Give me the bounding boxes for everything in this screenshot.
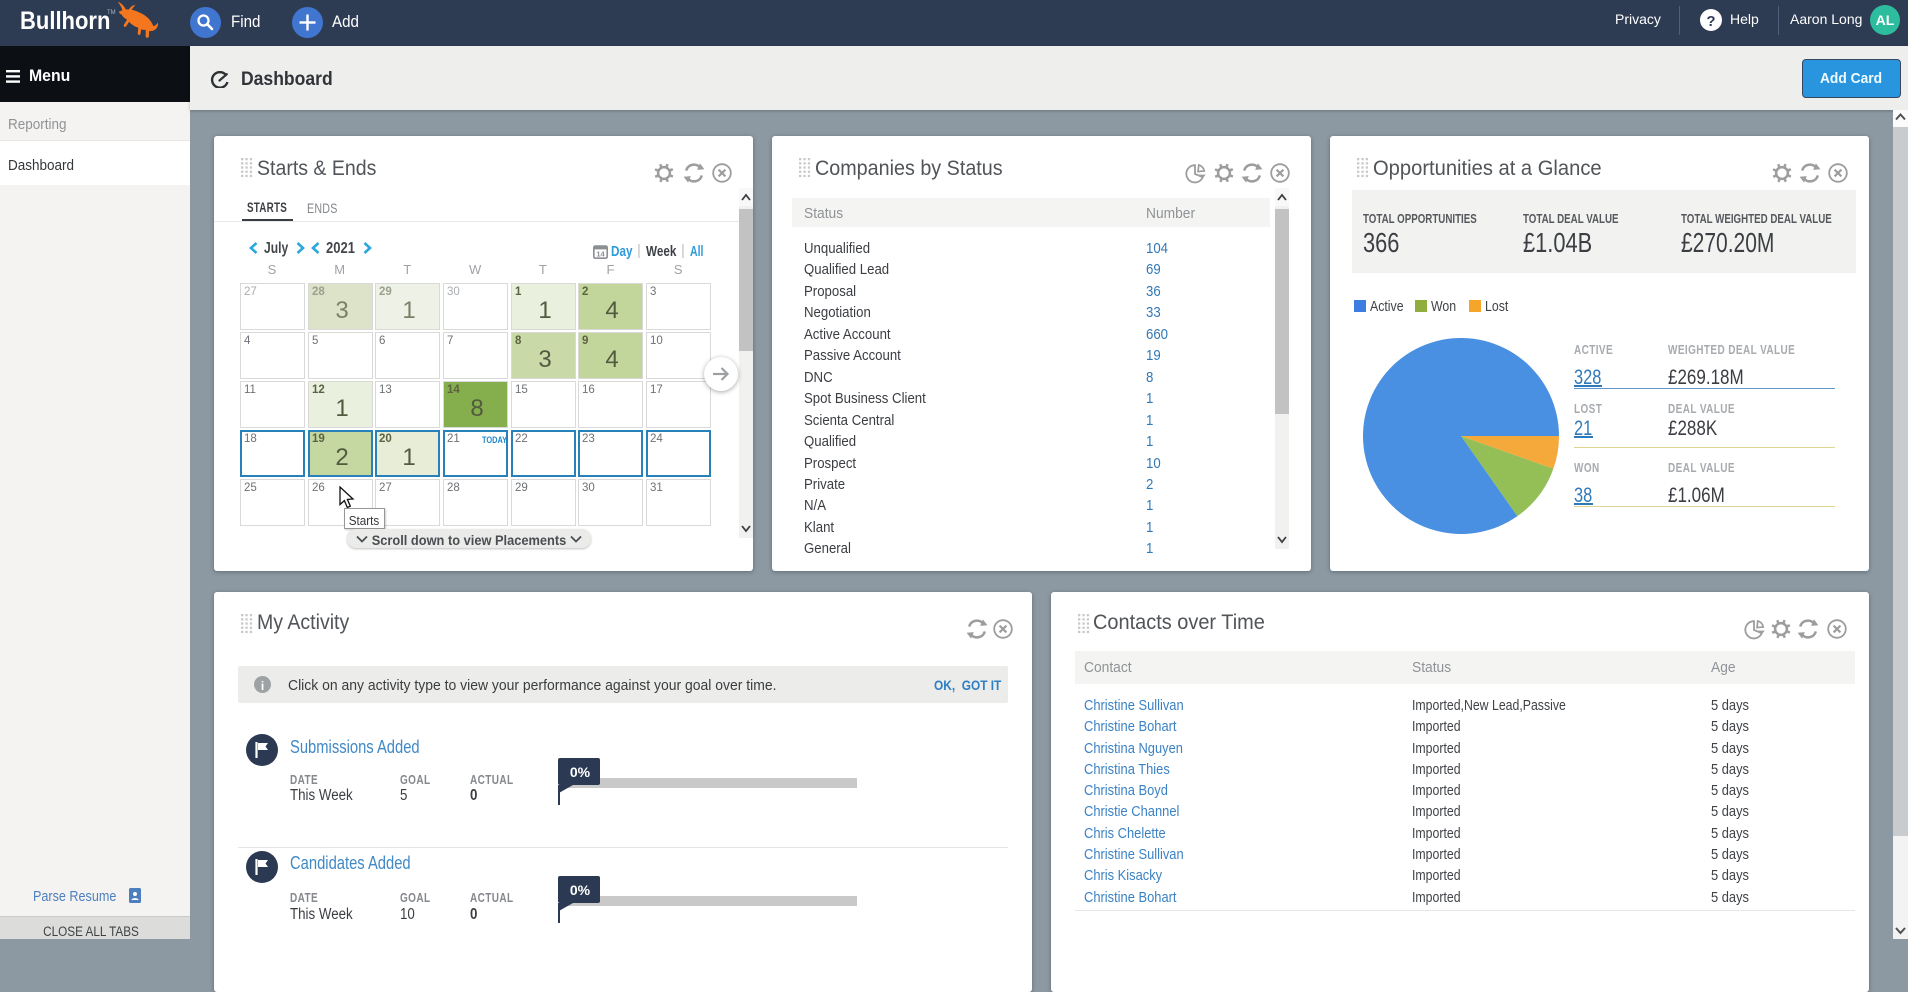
svg-text:14: 14 bbox=[596, 249, 605, 258]
